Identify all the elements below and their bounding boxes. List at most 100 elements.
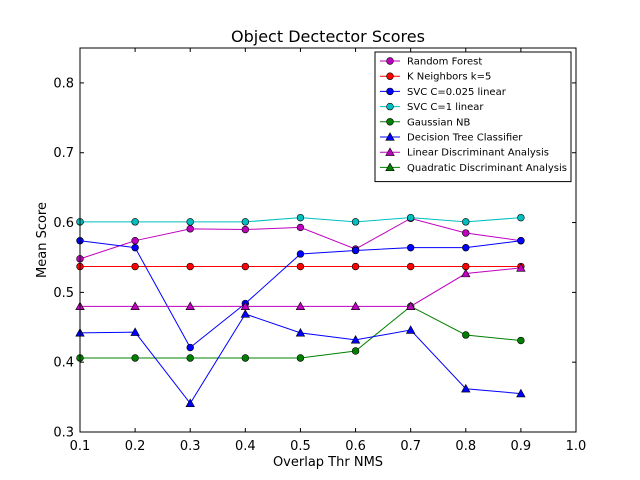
axis-ticks: 0.1 0.2 0.3 0.4 0.5 0.6 0.7 0.8 0.9 1.0 0.3 0.4 0.5 0… — [53, 48, 586, 454]
data-point — [296, 223, 305, 232]
data-point — [406, 243, 415, 252]
legend-label: Linear Discriminant Analysis — [407, 148, 549, 159]
legend-entry: SVC C=1 linear — [380, 102, 484, 113]
legend-label: SVC C=0.025 linear — [407, 87, 507, 98]
data-point — [517, 336, 525, 345]
legend-entry: Decision Tree Classifier — [380, 132, 523, 144]
data-point — [130, 327, 140, 336]
y-tick-label: 0.8 — [53, 76, 74, 91]
x-tick-label: 0.4 — [235, 439, 256, 454]
data-point — [295, 328, 306, 337]
data-point — [130, 301, 140, 310]
legend-marker — [386, 87, 394, 96]
data-point — [186, 218, 194, 226]
data-point — [131, 243, 139, 252]
data-point — [296, 213, 305, 222]
data-point — [406, 213, 415, 222]
data-point — [461, 268, 471, 278]
legend-entry: Gaussian NB — [380, 117, 471, 128]
legend-marker — [386, 57, 394, 65]
data-point — [351, 262, 360, 271]
data-point — [462, 243, 470, 252]
y-axis-label: Mean Score — [35, 202, 50, 278]
y-tick-label: 0.4 — [53, 356, 74, 371]
legend-entry: K Neighbors k=5 — [380, 72, 491, 83]
x-tick-label: 0.1 — [70, 439, 91, 454]
data-point — [240, 309, 251, 318]
x-tick-label: 0.5 — [290, 439, 311, 454]
data-point — [350, 301, 361, 310]
data-point — [186, 343, 194, 352]
legend-marker — [386, 118, 394, 126]
data-point — [405, 301, 416, 310]
data-point — [241, 225, 250, 234]
data-point — [517, 213, 525, 222]
legend-entry: Random Forest — [380, 57, 482, 68]
legend-label: SVC C=1 linear — [407, 102, 484, 113]
data-point — [351, 246, 360, 255]
series-decision-tree-classifier — [75, 309, 526, 408]
data-point — [296, 262, 305, 271]
x-tick-label: 0.9 — [511, 439, 532, 454]
legend-marker — [386, 72, 394, 80]
data-point — [186, 354, 194, 362]
series-svc-c-0-025-linear — [76, 236, 525, 352]
legend-entry: Quadratic Discriminant Analysis — [380, 162, 567, 174]
data-point — [461, 383, 471, 393]
data-point — [516, 263, 526, 272]
data-point — [462, 218, 470, 226]
y-tick-label: 0.7 — [53, 146, 74, 161]
chart-title: Object Dectector Scores — [231, 27, 425, 46]
data-point — [462, 229, 470, 237]
y-tick-label: 0.5 — [53, 286, 74, 301]
x-axis-label: Overlap Thr NMS — [273, 455, 383, 470]
data-point — [296, 354, 305, 362]
data-point — [186, 225, 194, 233]
legend-entry: SVC C=0.025 linear — [380, 87, 507, 98]
legend-label: Random Forest — [407, 57, 482, 68]
data-point — [131, 236, 139, 245]
x-tick-label: 0.2 — [125, 439, 146, 454]
legend-marker — [385, 147, 395, 156]
data-point — [131, 262, 139, 271]
legend-marker — [385, 162, 395, 172]
data-point — [351, 347, 360, 355]
data-point — [296, 250, 305, 258]
legend-label: Gaussian NB — [407, 117, 471, 128]
x-tick-label: 0.7 — [400, 439, 421, 454]
data-point — [406, 262, 415, 271]
legend-label: K Neighbors k=5 — [407, 72, 491, 83]
legend-label: Decision Tree Classifier — [407, 133, 523, 144]
data-point — [462, 331, 470, 339]
data-point — [131, 354, 139, 362]
data-point — [185, 301, 195, 310]
data-point — [517, 236, 525, 245]
legend: Random Forest K Neighbors k=5 SVC C=0.025 … — [374, 51, 572, 183]
legend-box — [374, 51, 572, 183]
data-point — [295, 301, 306, 310]
data-point — [185, 398, 195, 408]
data-point — [240, 301, 251, 310]
data-point — [351, 218, 360, 226]
plot-frame — [79, 47, 577, 433]
series-svc-c-1-linear — [76, 213, 525, 226]
legend-entry: Linear Discriminant Analysis — [380, 147, 549, 159]
x-tick-label: 0.6 — [345, 439, 366, 454]
legend-marker — [386, 102, 394, 111]
legend-label: Quadratic Discriminant Analysis — [407, 163, 567, 174]
x-tick-label: 1.0 — [566, 439, 587, 454]
x-tick-label: 0.3 — [180, 439, 201, 454]
y-tick-label: 0.3 — [53, 426, 74, 441]
data-point — [241, 218, 250, 226]
data-point — [405, 325, 416, 334]
data-point — [350, 335, 361, 344]
y-tick-label: 0.6 — [53, 216, 74, 231]
data-point — [186, 262, 194, 271]
legend-marker — [385, 132, 395, 141]
series-linear-discriminant-analysis — [75, 263, 526, 310]
data-point — [241, 354, 250, 362]
x-tick-label: 0.8 — [455, 439, 476, 454]
data-point — [241, 262, 250, 271]
data-point — [516, 388, 526, 398]
